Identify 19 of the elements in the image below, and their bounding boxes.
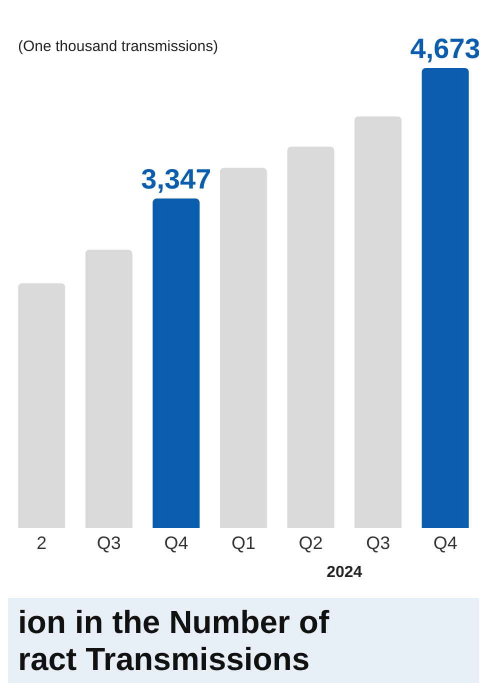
data-label: 4,673 xyxy=(410,33,480,64)
x-tick-label: Q3 xyxy=(366,532,390,553)
bar xyxy=(354,116,402,528)
data-label: 3,347 xyxy=(141,164,212,195)
text: ion in the Number of ract Transmissions xyxy=(8,598,479,683)
x-tick-label: 2 xyxy=(36,532,47,553)
x-tick-label: Q3 xyxy=(96,532,121,553)
bar xyxy=(422,68,469,528)
bar xyxy=(18,283,66,528)
text: 2024 xyxy=(326,564,364,582)
x-tick-label: Q4 xyxy=(164,532,188,553)
bar xyxy=(220,168,267,528)
bar xyxy=(152,198,200,528)
x-tick-label: Q1 xyxy=(231,532,256,553)
x-tick-label: Q4 xyxy=(433,532,458,553)
x-tick-label: Q2 xyxy=(298,532,323,553)
text: (One thousand transmissions) xyxy=(18,38,218,55)
bar xyxy=(287,146,334,528)
bar xyxy=(85,250,132,528)
